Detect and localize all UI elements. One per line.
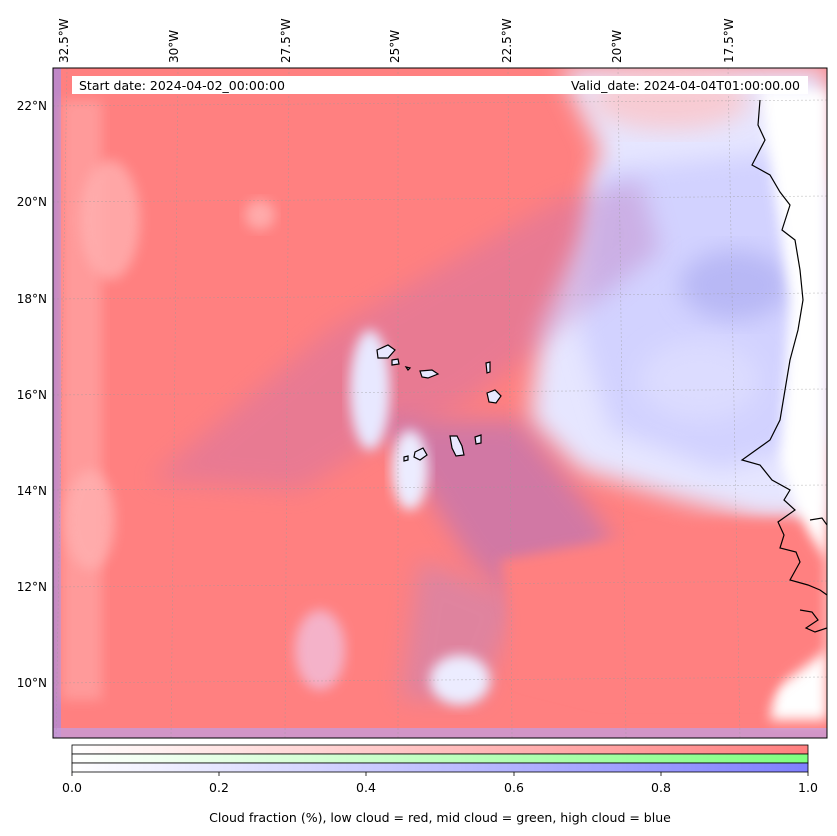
island-brava: [403, 455, 409, 462]
colorbar-tick-2: 0.4: [356, 780, 376, 795]
latitude-labels: 22°N 20°N 18°N 16°N 14°N 12°N 10°N: [17, 99, 47, 690]
lat-label-22n: 22°N: [17, 99, 47, 113]
island-santiago: [449, 435, 465, 457]
lat-label-10n: 10°N: [17, 676, 47, 690]
cape-verde-islands: [376, 344, 502, 462]
coast-detail-inlet: [809, 517, 827, 526]
island-santo-antao: [376, 344, 396, 359]
lon-label-32-5w: 32.5°W: [57, 18, 71, 63]
map-frame: [52, 67, 828, 739]
start-date-text: Start date: 2024-04-02_00:00:00: [79, 78, 285, 93]
colorbar-high: [71, 762, 809, 773]
colorbar-tick-4: 0.8: [651, 780, 671, 795]
lat-label-18n: 18°N: [17, 292, 47, 306]
colorbar-low: [71, 744, 809, 755]
colorbar-tick-3: 0.6: [504, 780, 524, 795]
colorbar-tick-5: 1.0: [798, 780, 818, 795]
cloud-field: [53, 68, 827, 738]
lat-label-20n: 20°N: [17, 195, 47, 209]
colorbar-mid: [71, 753, 809, 764]
lon-label-17-5w: 17.5°W: [722, 18, 736, 63]
island-santa-luzia: [404, 366, 412, 371]
map-gridlines: [53, 68, 827, 738]
lat-label-12n: 12°N: [17, 580, 47, 594]
colorbar-tick-1: 0.2: [209, 780, 229, 795]
coastlines: [740, 99, 827, 633]
lon-label-20w: 20°W: [610, 30, 624, 63]
island-sao-nicolau: [419, 369, 440, 379]
island-boa-vista: [486, 389, 502, 404]
colorbar-label: Cloud fraction (%), low cloud = red, mid…: [209, 810, 671, 825]
island-sal: [485, 361, 491, 374]
lon-label-22-5w: 22.5°W: [500, 18, 514, 63]
island-fogo: [413, 447, 428, 461]
island-maio: [474, 434, 482, 445]
africa-coastline: [740, 99, 827, 596]
colorbar-tick-0: 0.0: [62, 780, 82, 795]
coast-detail-south: [799, 609, 827, 633]
colorbar: 0.0 0.2 0.4 0.6 0.8 1.0 Cloud fraction (…: [62, 744, 818, 825]
lat-label-14n: 14°N: [17, 484, 47, 498]
valid-date-text: Valid_date: 2024-04-04T01:00:00.00: [571, 78, 800, 93]
date-banner: [72, 76, 808, 94]
lon-label-27-5w: 27.5°W: [279, 18, 293, 63]
lon-label-30w: 30°W: [167, 30, 181, 63]
lon-label-25w: 25°W: [388, 30, 402, 63]
longitude-labels: 32.5°W 30°W 27.5°W 25°W 22.5°W 20°W 17.5…: [57, 18, 736, 63]
island-sao-vicente: [391, 358, 400, 366]
lat-label-16n: 16°N: [17, 388, 47, 402]
